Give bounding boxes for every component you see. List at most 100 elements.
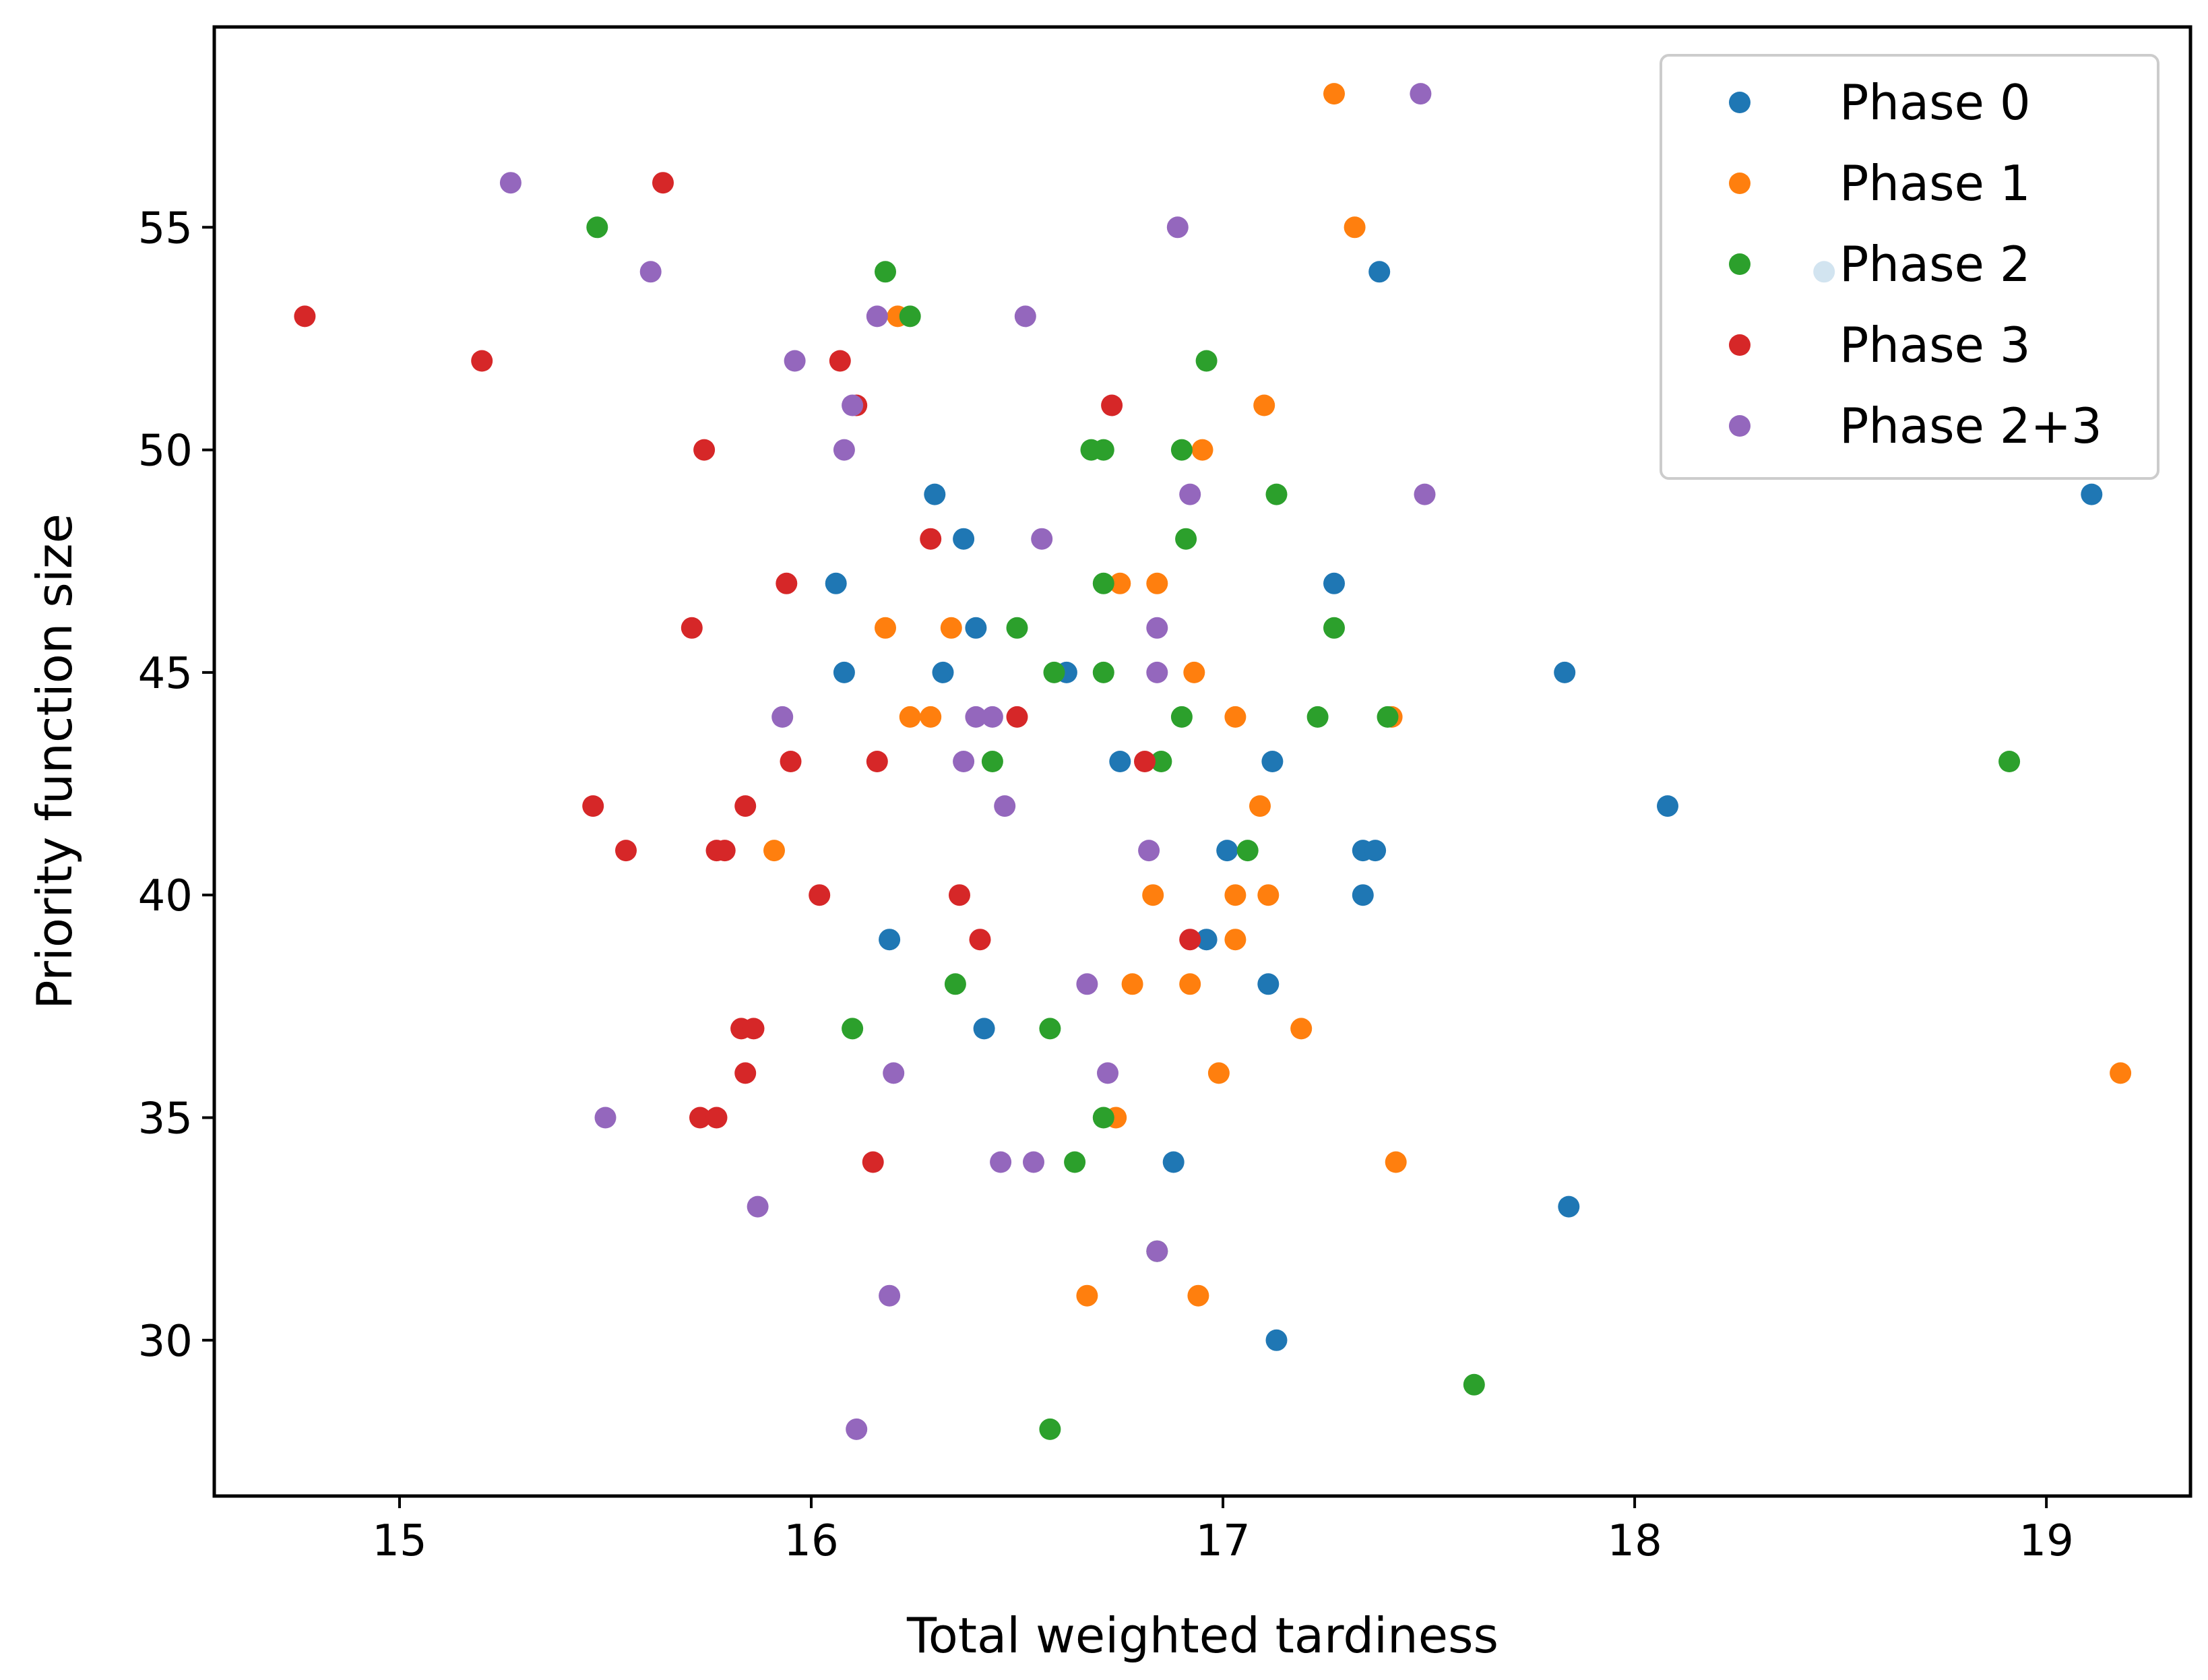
data-point-series-2	[1306, 706, 1329, 728]
y-tick-label: 45	[138, 649, 193, 699]
data-point-series-2	[1064, 1151, 1086, 1173]
legend-label: Phase 2	[1839, 236, 2031, 292]
data-point-series-3	[969, 929, 991, 951]
data-point-series-3	[862, 1151, 884, 1173]
data-point-series-3	[582, 795, 604, 817]
data-point-series-4	[784, 350, 806, 372]
data-points	[294, 83, 2132, 1440]
data-point-series-1	[1224, 929, 1247, 951]
x-tick-label: 15	[372, 1516, 427, 1566]
data-point-series-0	[932, 661, 954, 683]
data-point-series-0	[2081, 483, 2103, 505]
data-point-series-1	[1146, 572, 1168, 594]
data-point-series-1	[1207, 1062, 1230, 1084]
data-point-series-0	[1368, 261, 1391, 283]
data-point-series-3	[471, 350, 493, 372]
data-point-series-4	[1146, 617, 1168, 639]
data-point-series-2	[1092, 439, 1114, 461]
data-point-series-4	[994, 795, 1016, 817]
data-point-series-2	[1175, 528, 1197, 550]
x-tick-label: 18	[1607, 1516, 1662, 1566]
data-point-series-1	[1109, 572, 1131, 594]
data-point-series-2	[1998, 751, 2021, 772]
legend-marker	[1729, 92, 1750, 113]
data-point-series-0	[1657, 795, 1678, 817]
data-point-series-3	[294, 305, 316, 328]
data-point-series-3	[681, 617, 703, 639]
data-point-series-1	[1385, 1151, 1407, 1173]
data-point-series-1	[1224, 884, 1247, 906]
data-point-series-4	[771, 706, 794, 728]
data-point-series-2	[1092, 572, 1114, 594]
data-point-series-1	[2110, 1062, 2132, 1084]
x-tick-label: 17	[1195, 1516, 1250, 1566]
data-point-series-3	[776, 572, 798, 594]
data-point-series-2	[1463, 1373, 1485, 1396]
data-point-series-2	[1043, 661, 1065, 683]
plot-frame	[212, 25, 2193, 1498]
data-point-series-2	[1236, 840, 1259, 862]
x-axis-label: Total weighted tardiness	[906, 1607, 1499, 1664]
data-point-series-3	[652, 172, 674, 194]
data-point-series-2	[899, 305, 921, 328]
data-point-series-1	[1249, 795, 1271, 817]
data-point-series-0	[879, 929, 901, 951]
legend-label: Phase 3	[1839, 317, 2031, 373]
data-point-series-4	[1179, 483, 1201, 505]
legend-marker	[1729, 173, 1750, 194]
data-point-series-0	[953, 528, 975, 550]
data-point-series-3	[1179, 929, 1201, 951]
data-point-series-2	[1150, 751, 1172, 772]
data-point-series-0	[1323, 572, 1345, 594]
data-point-series-0	[1109, 751, 1131, 772]
data-point-series-0	[965, 617, 987, 639]
data-point-series-0	[1554, 661, 1576, 683]
data-point-series-0	[825, 572, 847, 594]
data-point-series-1	[940, 617, 962, 639]
data-point-series-1	[1187, 1284, 1209, 1307]
data-point-series-1	[1179, 973, 1201, 995]
legend-marker	[1729, 253, 1750, 275]
legend-label: Phase 0	[1839, 74, 2031, 131]
data-point-series-3	[743, 1018, 765, 1040]
data-point-series-0	[833, 661, 855, 683]
data-point-series-1	[763, 840, 785, 862]
data-point-series-0	[1352, 884, 1374, 906]
legend-frame	[1660, 54, 2159, 480]
y-tick-label: 30	[138, 1317, 193, 1367]
data-point-series-1	[1257, 884, 1280, 906]
data-point-series-2	[1039, 1418, 1061, 1440]
data-point-series-3	[693, 439, 716, 461]
data-point-series-3	[689, 1107, 711, 1129]
legend-label: Phase 1	[1839, 155, 2031, 212]
data-point-series-3	[734, 1062, 757, 1084]
data-point-series-3	[866, 751, 888, 772]
data-point-series-0	[1364, 840, 1387, 862]
data-point-series-2	[981, 751, 1003, 772]
data-point-series-4	[747, 1195, 769, 1218]
legend: Phase 0 Phase 1 Phase 2 Phase 3 Phase 2+3	[1660, 54, 2159, 480]
y-tick-label: 50	[138, 427, 193, 476]
data-point-series-4	[1146, 661, 1168, 683]
data-point-series-4	[594, 1107, 617, 1129]
data-point-series-2	[1265, 483, 1288, 505]
data-point-series-3	[705, 1107, 728, 1129]
data-point-series-1	[1076, 1284, 1098, 1307]
data-point-series-1	[1142, 884, 1164, 906]
data-point-series-2	[586, 216, 608, 239]
data-point-series-4	[1166, 216, 1189, 239]
y-tick-label: 35	[138, 1094, 193, 1144]
data-point-series-2	[1039, 1018, 1061, 1040]
data-point-series-3	[1101, 394, 1123, 416]
data-point-series-4	[499, 172, 522, 194]
x-axis-ticks: 15 16 17 18 19	[372, 1496, 2074, 1566]
data-point-series-4	[990, 1151, 1012, 1173]
data-point-series-3	[809, 884, 831, 906]
data-point-series-2	[1195, 350, 1218, 372]
data-point-series-0	[1265, 1329, 1288, 1351]
data-point-series-1	[1323, 83, 1345, 105]
data-point-series-1	[1253, 394, 1275, 416]
data-point-series-4	[833, 439, 855, 461]
y-axis-label: Priority function size	[26, 514, 83, 1009]
data-point-series-0	[1261, 751, 1284, 772]
